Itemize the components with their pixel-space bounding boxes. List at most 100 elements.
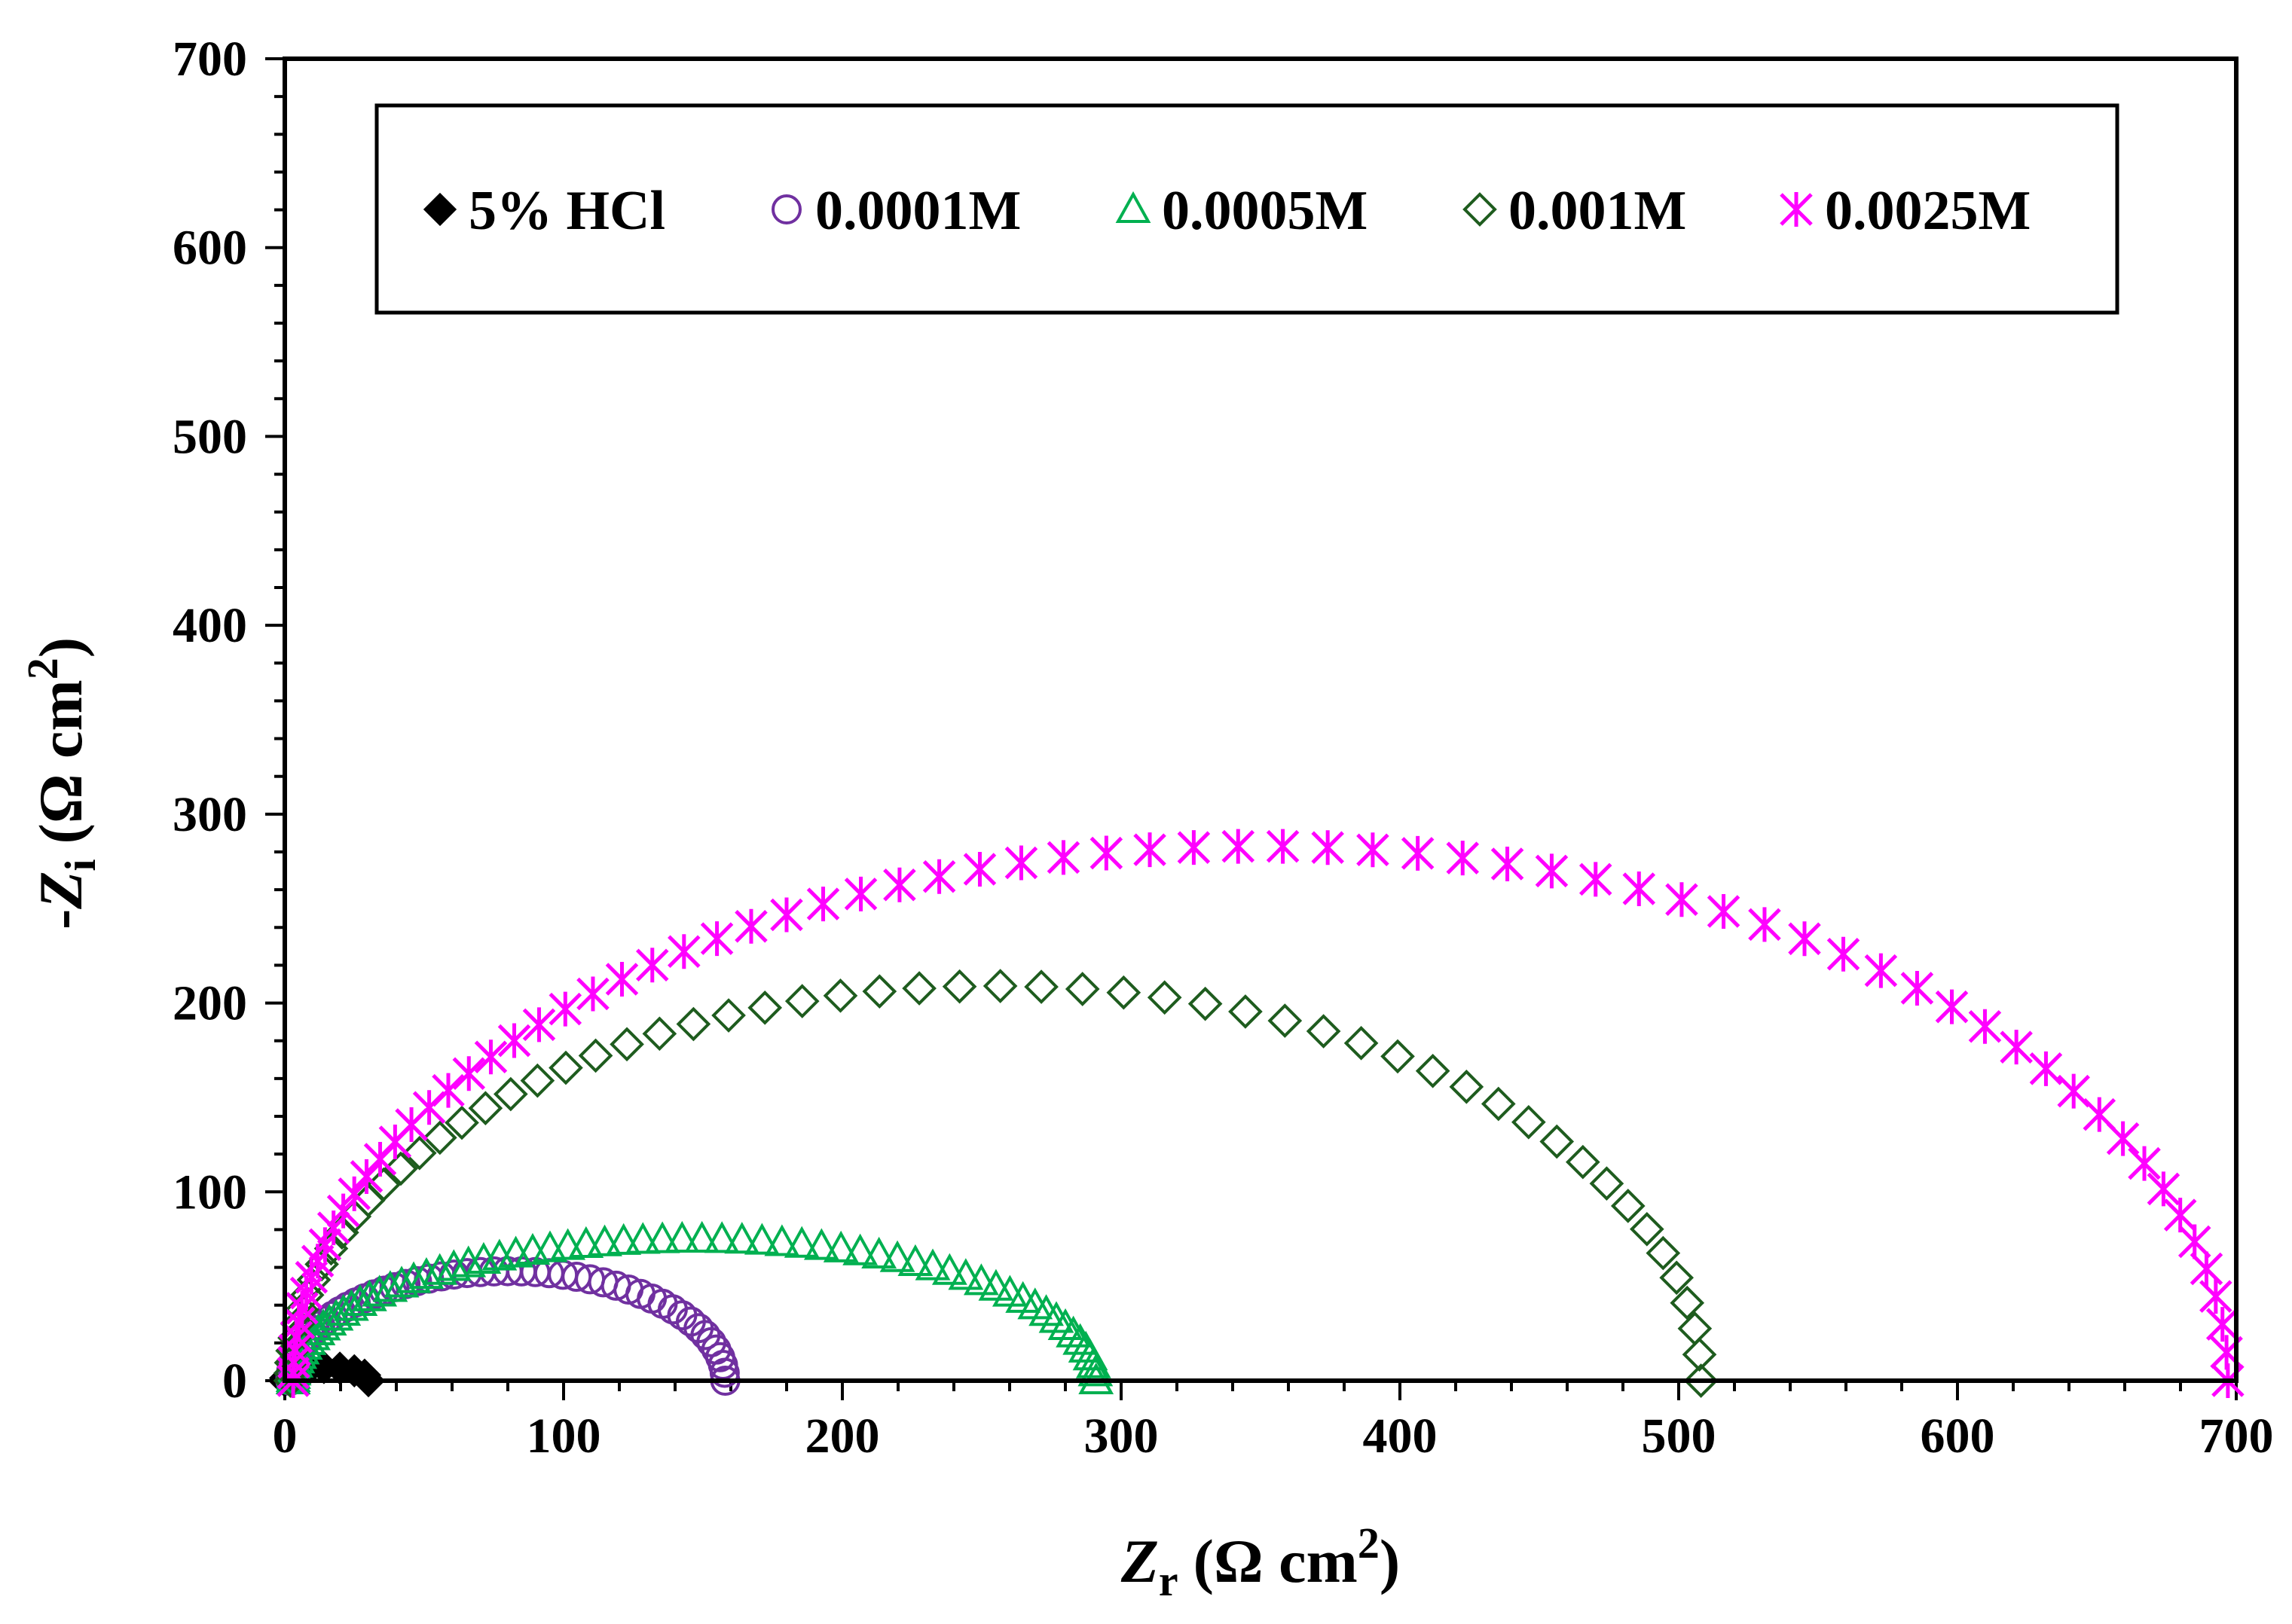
data-point [668, 934, 701, 969]
data-point [922, 859, 956, 894]
data-point [1748, 907, 1781, 942]
data-point [1707, 894, 1740, 930]
x-axis-title-sup: 2 [1358, 1519, 1380, 1568]
data-point [642, 1016, 677, 1052]
data-point [1077, 1354, 1114, 1387]
data-point [2029, 1051, 2063, 1086]
data-point [1147, 980, 1182, 1015]
x-axis-title-close: ) [1380, 1527, 1400, 1595]
data-point [366, 1167, 402, 1202]
y-axis-title-group: -Zi (Ω cm2) [18, 637, 105, 930]
data-point [550, 1228, 586, 1260]
data-point [474, 1039, 508, 1075]
y-tick-label: 0 [222, 1354, 247, 1409]
x-tick-label: 400 [1363, 1409, 1438, 1464]
legend-label: 0.001M [1508, 180, 1686, 242]
data-point [942, 969, 977, 1004]
data-point [897, 1244, 934, 1276]
data-point [568, 1226, 604, 1258]
data-point [1682, 1337, 1717, 1372]
data-point [1004, 845, 1038, 881]
y-axis-title-unit: (Ω cm [26, 679, 95, 844]
data-point [313, 1231, 349, 1266]
data-point [983, 969, 1018, 1003]
x-tick-label: 700 [2199, 1409, 2274, 1464]
data-point [1481, 1086, 1516, 1122]
legend-marker [1462, 192, 1497, 227]
legend-item: 0.0005M [1115, 180, 1368, 242]
data-point [497, 1023, 531, 1058]
y-axis-title-var: Z [26, 872, 95, 910]
data-point [1578, 862, 1612, 897]
data-point [1826, 936, 1860, 972]
data-point [1311, 830, 1344, 865]
data-point [432, 1073, 465, 1108]
x-tick-label: 500 [1642, 1409, 1716, 1464]
data-point [1024, 969, 1059, 1004]
data-point [605, 962, 639, 997]
data-point [2106, 1121, 2140, 1156]
data-point [451, 1245, 487, 1278]
data-point [1788, 921, 1821, 957]
data-point [806, 887, 840, 922]
data-point [644, 1221, 680, 1253]
data-point [1065, 972, 1100, 1006]
data-point [1449, 1069, 1484, 1104]
legend-items: 5% HCl 0.0001M 0.0005M 0.001M 0.0025M [423, 180, 2031, 242]
data-point [1968, 1009, 2002, 1044]
data-point [883, 867, 916, 902]
data-point [684, 1220, 720, 1253]
data-point [948, 1258, 984, 1290]
data-point [1935, 989, 1969, 1024]
data-point [1659, 1260, 1695, 1296]
data-point [1177, 830, 1211, 865]
data-point [700, 921, 734, 957]
legend-marker [1115, 191, 1151, 223]
data-point [709, 1357, 740, 1388]
data-point [1670, 1285, 1705, 1320]
data-point [842, 1233, 879, 1265]
data-point [549, 991, 582, 1027]
data-point [384, 1151, 418, 1186]
data-point [1864, 953, 1898, 988]
data-point [2205, 1307, 2239, 1342]
legend: 5% HCl 0.0001M 0.0005M 0.001M 0.0025M [374, 103, 2119, 315]
data-point [1511, 1104, 1546, 1140]
data-point [2000, 1030, 2033, 1065]
data-point [724, 1222, 760, 1254]
data-point [522, 1007, 556, 1042]
data-point [372, 1270, 408, 1302]
data-point [452, 1056, 486, 1091]
data-point [1221, 829, 1255, 864]
data-point [823, 978, 858, 1013]
data-point [1038, 1301, 1074, 1333]
data-point [862, 974, 897, 1009]
data-point [747, 991, 783, 1025]
legend-label: 0.0025M [1825, 180, 2031, 242]
data-point [1306, 1014, 1341, 1049]
data-point [610, 1027, 644, 1062]
data-point [2147, 1171, 2180, 1207]
y-tick-label: 200 [173, 976, 247, 1031]
x-axis-title: Zr (Ω cm2) [1120, 1519, 1400, 1605]
data-point [2128, 1146, 2161, 1181]
data-point [333, 1289, 369, 1321]
data-point [520, 1063, 555, 1098]
axis-tick-labels: 0 100 200 300 400 500 600 700 0 100 200 300 400 500 60… [173, 32, 2274, 1464]
data-point [350, 1158, 384, 1194]
data-point [1187, 986, 1223, 1021]
legend-item: 5% HCl [423, 180, 665, 242]
y-tick-label: 100 [173, 1165, 247, 1220]
legend-marker [772, 194, 802, 224]
data-point [711, 998, 746, 1033]
data-point [422, 1253, 458, 1285]
data-point [2190, 1251, 2223, 1287]
data-point [1075, 1346, 1111, 1378]
plot-frame [283, 56, 2239, 1383]
y-axis-title-minus: - [26, 909, 95, 930]
x-axis-title-var: Z [1120, 1527, 1159, 1595]
data-point [902, 971, 937, 1006]
data-point [1589, 1166, 1624, 1201]
data-point [861, 1236, 897, 1268]
